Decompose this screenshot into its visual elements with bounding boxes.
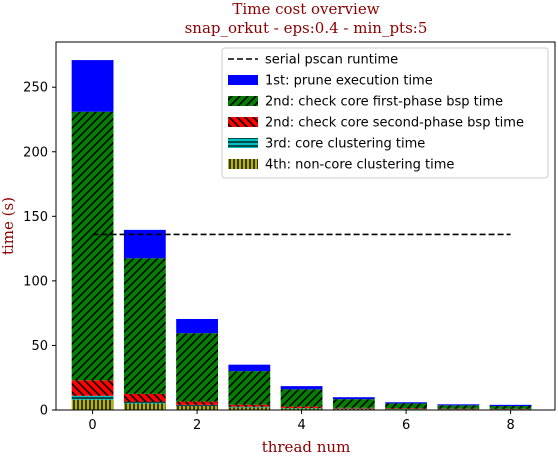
x-tick-label: 8 [506,418,514,433]
y-axis-ticks: 0 50 100 150 200 250 [23,81,56,419]
bar-segment-2-x0 [72,380,114,395]
legend-label-4: 3rd: core clustering time [265,137,425,152]
legend-label-5: 4th: non-core clustering time [265,158,454,173]
x-axis-label: thread num [262,438,351,456]
bar-segment-2-x4 [281,407,323,408]
bar-segment-2-x5 [333,408,375,409]
bar-segment-3-x1 [124,258,166,394]
bar-segment-3-x6 [385,403,427,408]
bar-segment-3-x7 [437,405,479,408]
bar-segment-3-x8 [490,406,532,409]
x-axis-ticks: 0 2 4 6 8 [88,410,514,433]
legend-label-3: 2nd: check core second-phase bsp time [265,116,524,131]
bar-segment-3-x5 [333,399,375,408]
bar-segment-4-x8 [490,405,532,406]
bar-segment-3-x2 [176,333,218,401]
y-tick-label: 200 [23,145,48,160]
legend-swatch-4 [228,138,258,148]
bar-segment-4-x4 [281,386,323,389]
bar-segment-4-x3 [228,365,270,371]
chart-subtitle: snap_orkut - eps:0.4 - min_pts:5 [185,19,428,37]
bar-segment-4-x7 [437,404,479,405]
bar-segment-2-x3 [228,405,270,407]
bar-segment-1-x4 [281,408,323,409]
bar-segment-1-x1 [124,402,166,404]
bar-segment-4-x0 [72,60,114,112]
bar-segment-3-x3 [228,371,270,405]
y-tick-label: 100 [23,274,48,289]
x-tick-label: 4 [297,418,305,433]
legend-label-1: 1st: prune execution time [265,74,433,89]
legend-swatch-2 [228,96,258,106]
bar-segment-2-x7 [437,409,479,410]
bar-segment-2-x6 [385,408,427,409]
bar-segment-0-x2 [176,406,218,410]
legend-swatch-5 [228,159,258,169]
chart-title: Time cost overview [232,0,379,18]
bar-segment-0-x0 [72,400,114,410]
y-tick-label: 150 [23,210,48,225]
bar-segment-2-x1 [124,394,166,402]
legend-swatch-1 [228,75,258,85]
y-tick-label: 50 [31,339,48,354]
legend-swatch-3 [228,117,258,127]
bar-segment-1-x0 [72,396,114,400]
x-tick-label: 6 [402,418,410,433]
y-tick-label: 250 [23,81,48,96]
bar-segment-0-x1 [124,404,166,410]
bar-segment-4-x5 [333,397,375,399]
legend-label-0: serial pscan runtime [265,53,398,68]
x-tick-label: 2 [193,418,201,433]
bar-segment-4-x6 [385,402,427,403]
legend: serial pscan runtime 1st: prune execution… [222,48,548,178]
bar-segment-3-x4 [281,389,323,406]
bar-segment-1-x2 [176,405,218,406]
bar-segment-3-x0 [72,112,114,381]
x-tick-label: 0 [88,418,96,433]
bar-segment-4-x2 [176,319,218,333]
bar-segment-1-x3 [228,407,270,408]
y-axis-label: time (s) [0,197,17,255]
y-tick-label: 0 [40,404,48,419]
legend-label-2: 2nd: check core first-phase bsp time [265,95,503,110]
bar-segment-2-x2 [176,402,218,405]
